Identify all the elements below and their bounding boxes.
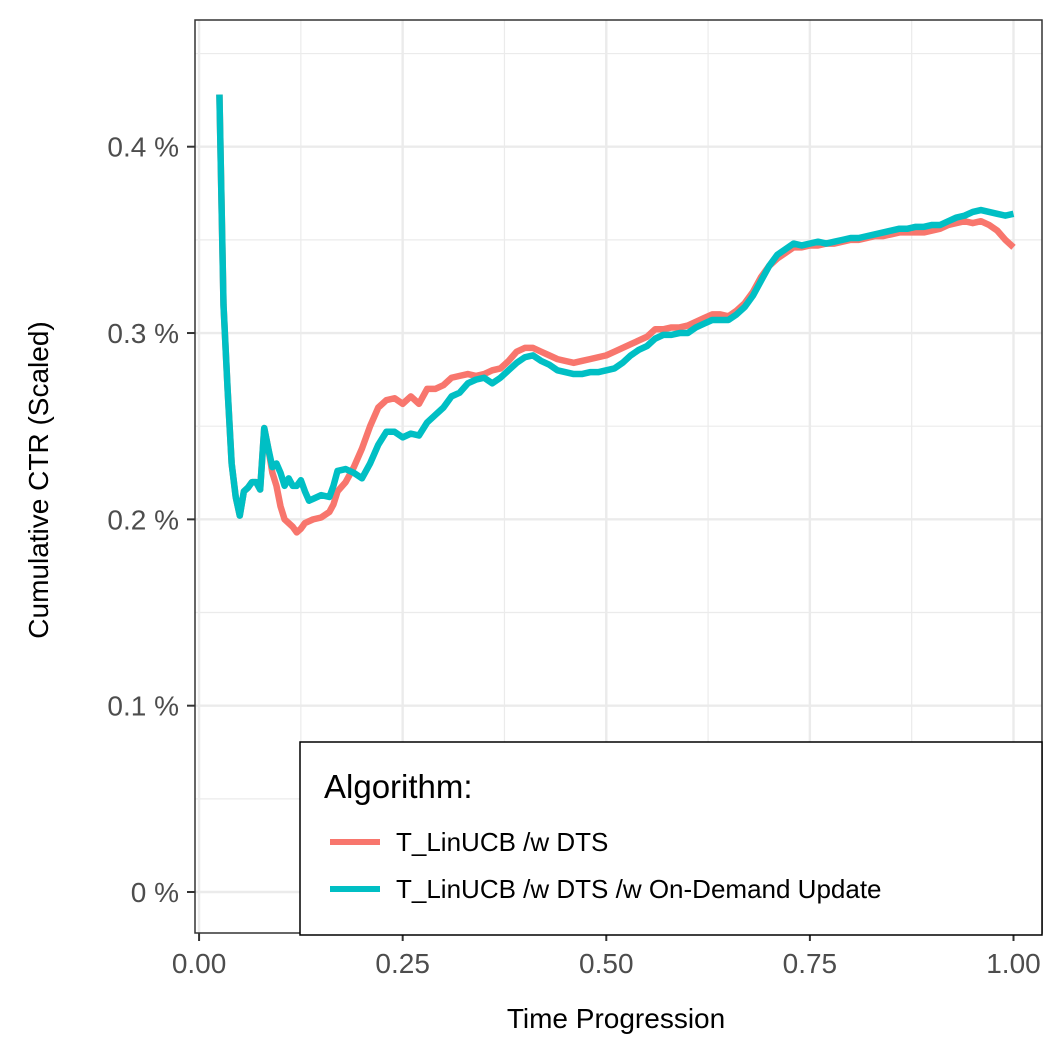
- x-tick-label: 0.50: [579, 948, 634, 979]
- x-tick-label: 0.75: [783, 948, 838, 979]
- y-tick-label: 0.2 %: [107, 504, 179, 535]
- series-layer: [216, 94, 1016, 536]
- x-axis-title: Time Progression: [507, 1003, 725, 1034]
- y-tick-label: 0.1 %: [107, 691, 179, 722]
- legend-title: Algorithm:: [324, 768, 473, 805]
- grid-minor: [195, 20, 1042, 933]
- legend: Algorithm: T_LinUCB /w DTS T_LinUCB /w D…: [299, 741, 1043, 936]
- y-tick-label: 0.3 %: [107, 318, 179, 349]
- x-tick-label: 0.00: [172, 948, 227, 979]
- x-tick-label: 1.00: [986, 948, 1041, 979]
- legend-label-dts: T_LinUCB /w DTS: [396, 827, 608, 857]
- y-tick-label: 0.4 %: [107, 132, 179, 163]
- legend-label-on-demand: T_LinUCB /w DTS /w On-Demand Update: [396, 874, 882, 904]
- x-axis: 0.00 0.25 0.50 0.75 1.00: [172, 933, 1041, 979]
- series-line-1: [216, 94, 1015, 519]
- y-axis: 0 % 0.1 % 0.2 % 0.3 % 0.4 %: [107, 132, 195, 908]
- legend-box: [299, 741, 1043, 936]
- x-tick-label: 0.25: [375, 948, 430, 979]
- y-tick-label: 0 %: [131, 877, 179, 908]
- y-axis-title: Cumulative CTR (Scaled): [23, 321, 54, 638]
